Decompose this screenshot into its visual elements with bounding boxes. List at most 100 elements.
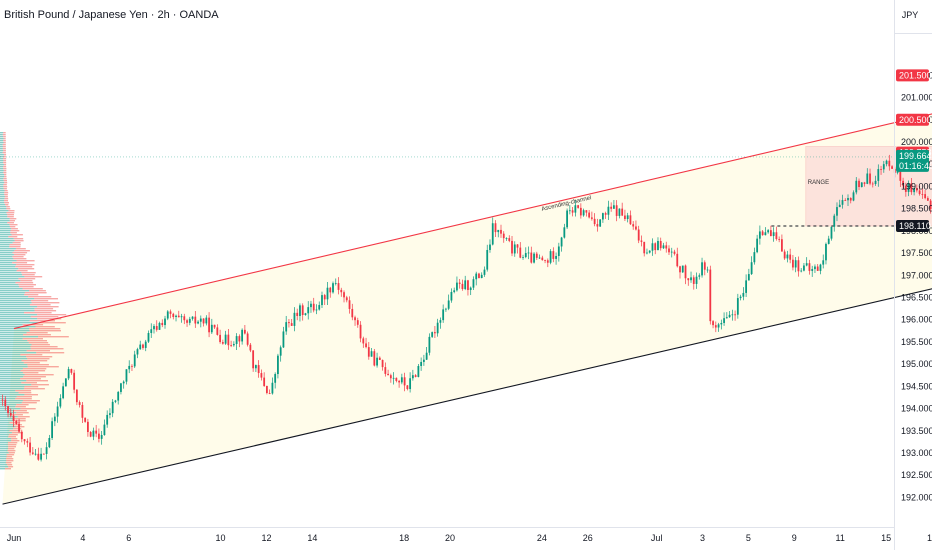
candle-body: [519, 247, 522, 258]
x-tick-label[interactable]: 18: [399, 533, 409, 543]
x-tick-label[interactable]: 14: [307, 533, 317, 543]
candle-body: [624, 215, 626, 220]
profile-bar-up: [0, 428, 14, 430]
x-tick-label[interactable]: 6: [126, 533, 131, 543]
candle-body: [637, 229, 640, 241]
candle-body: [706, 269, 709, 271]
candle-body: [114, 400, 117, 402]
candle-body: [64, 378, 67, 387]
candle-body: [89, 432, 92, 437]
candle-body: [880, 169, 882, 170]
x-tick-label[interactable]: 5: [746, 533, 751, 543]
candle-body: [533, 253, 535, 263]
x-tick-label[interactable]: 20: [445, 533, 455, 543]
y-tick-label[interactable]: 193.500: [901, 426, 932, 436]
profile-bar-down: [9, 422, 21, 424]
profile-bar-up: [0, 352, 37, 354]
profile-bar-up: [0, 452, 9, 454]
profile-bar-up: [0, 306, 38, 308]
y-tick-label[interactable]: 201.000: [901, 93, 932, 103]
candle-body: [362, 338, 365, 344]
y-tick-label[interactable]: 197.000: [901, 270, 932, 280]
candle-body: [469, 287, 472, 291]
candle-body: [417, 365, 420, 377]
profile-bar-down: [12, 262, 28, 264]
x-tick-label[interactable]: 12: [261, 533, 271, 543]
candle-body: [478, 273, 480, 279]
currency-label[interactable]: JPY: [902, 10, 919, 20]
candle-body: [180, 316, 183, 318]
x-axis-ticks[interactable]: Jun4610121418202426Jul3591115171923: [7, 533, 932, 543]
profile-bar-up: [0, 372, 23, 374]
y-tick-label[interactable]: 197.500: [901, 248, 932, 258]
profile-bar-up: [0, 430, 10, 432]
x-tick-label[interactable]: 3: [700, 533, 705, 543]
y-tick-label[interactable]: 199.000: [901, 181, 932, 191]
candle-body: [48, 437, 51, 448]
y-tick-label[interactable]: 195.500: [901, 337, 932, 347]
candle-body: [411, 375, 414, 379]
profile-bar-up: [0, 146, 3, 148]
x-tick-label[interactable]: 17: [927, 533, 932, 543]
y-tick-label[interactable]: 194.000: [901, 404, 932, 414]
candle-body: [75, 389, 78, 403]
y-tick-label[interactable]: 192.000: [901, 492, 932, 502]
candle-body: [232, 343, 235, 346]
x-tick-label[interactable]: 15: [881, 533, 891, 543]
candle-body: [513, 244, 516, 254]
x-tick-label[interactable]: Jun: [7, 533, 22, 543]
profile-bar-down: [24, 292, 47, 294]
x-tick-label[interactable]: 11: [836, 533, 845, 543]
y-tick-label[interactable]: 194.500: [901, 381, 932, 391]
candle-body: [92, 430, 95, 437]
profile-bar-down: [23, 376, 46, 378]
candle-body: [665, 245, 668, 249]
y-tick-label[interactable]: 193.000: [901, 448, 932, 458]
profile-bar-down: [4, 196, 8, 198]
x-tick-label[interactable]: 24: [537, 533, 547, 543]
candle-body: [387, 373, 389, 376]
y-tick-label[interactable]: 200.000: [901, 137, 932, 147]
x-tick-label[interactable]: 10: [216, 533, 226, 543]
profile-bar-down: [8, 448, 15, 450]
profile-bar-up: [0, 182, 5, 184]
profile-bar-up: [0, 152, 3, 154]
candle-body: [621, 208, 624, 216]
candle-body: [199, 318, 202, 322]
y-tick-label[interactable]: 196.000: [901, 315, 932, 325]
x-tick-label[interactable]: Jul: [651, 533, 663, 543]
candle-body: [483, 269, 486, 275]
candle-body: [926, 198, 929, 201]
profile-bar-down: [3, 164, 7, 166]
profile-bar-up: [0, 142, 4, 144]
candle-body: [67, 369, 70, 379]
x-tick-label[interactable]: 4: [80, 533, 85, 543]
profile-bar-up: [0, 214, 8, 216]
candle-body: [414, 375, 417, 377]
y-tick-label[interactable]: 198.500: [901, 204, 932, 214]
y-tick-label[interactable]: 195.000: [901, 359, 932, 369]
profile-bar-down: [20, 354, 43, 356]
candle-body: [299, 305, 301, 316]
candle-body: [456, 282, 458, 291]
y-tick-label[interactable]: 196.500: [901, 292, 932, 302]
profile-bar-up: [0, 192, 5, 194]
profile-bar-up: [0, 304, 30, 306]
profile-bar-up: [0, 358, 28, 360]
candle-body: [891, 166, 893, 169]
profile-bar-up: [0, 174, 4, 176]
candle-body: [120, 383, 122, 392]
x-tick-label[interactable]: 26: [583, 533, 593, 543]
candle-body: [37, 453, 40, 460]
x-tick-label[interactable]: 9: [792, 533, 797, 543]
profile-bar-up: [0, 356, 27, 358]
profile-bar-down: [31, 344, 50, 346]
symbol-title[interactable]: British Pound / Japanese Yen · 2h · OAND…: [4, 9, 219, 21]
profile-bar-down: [2, 144, 6, 146]
y-tick-label[interactable]: 192.500: [901, 470, 932, 480]
candle-body: [98, 433, 100, 439]
profile-bar-down: [2, 148, 6, 150]
candle-body: [929, 200, 932, 210]
candle-body: [489, 244, 491, 250]
